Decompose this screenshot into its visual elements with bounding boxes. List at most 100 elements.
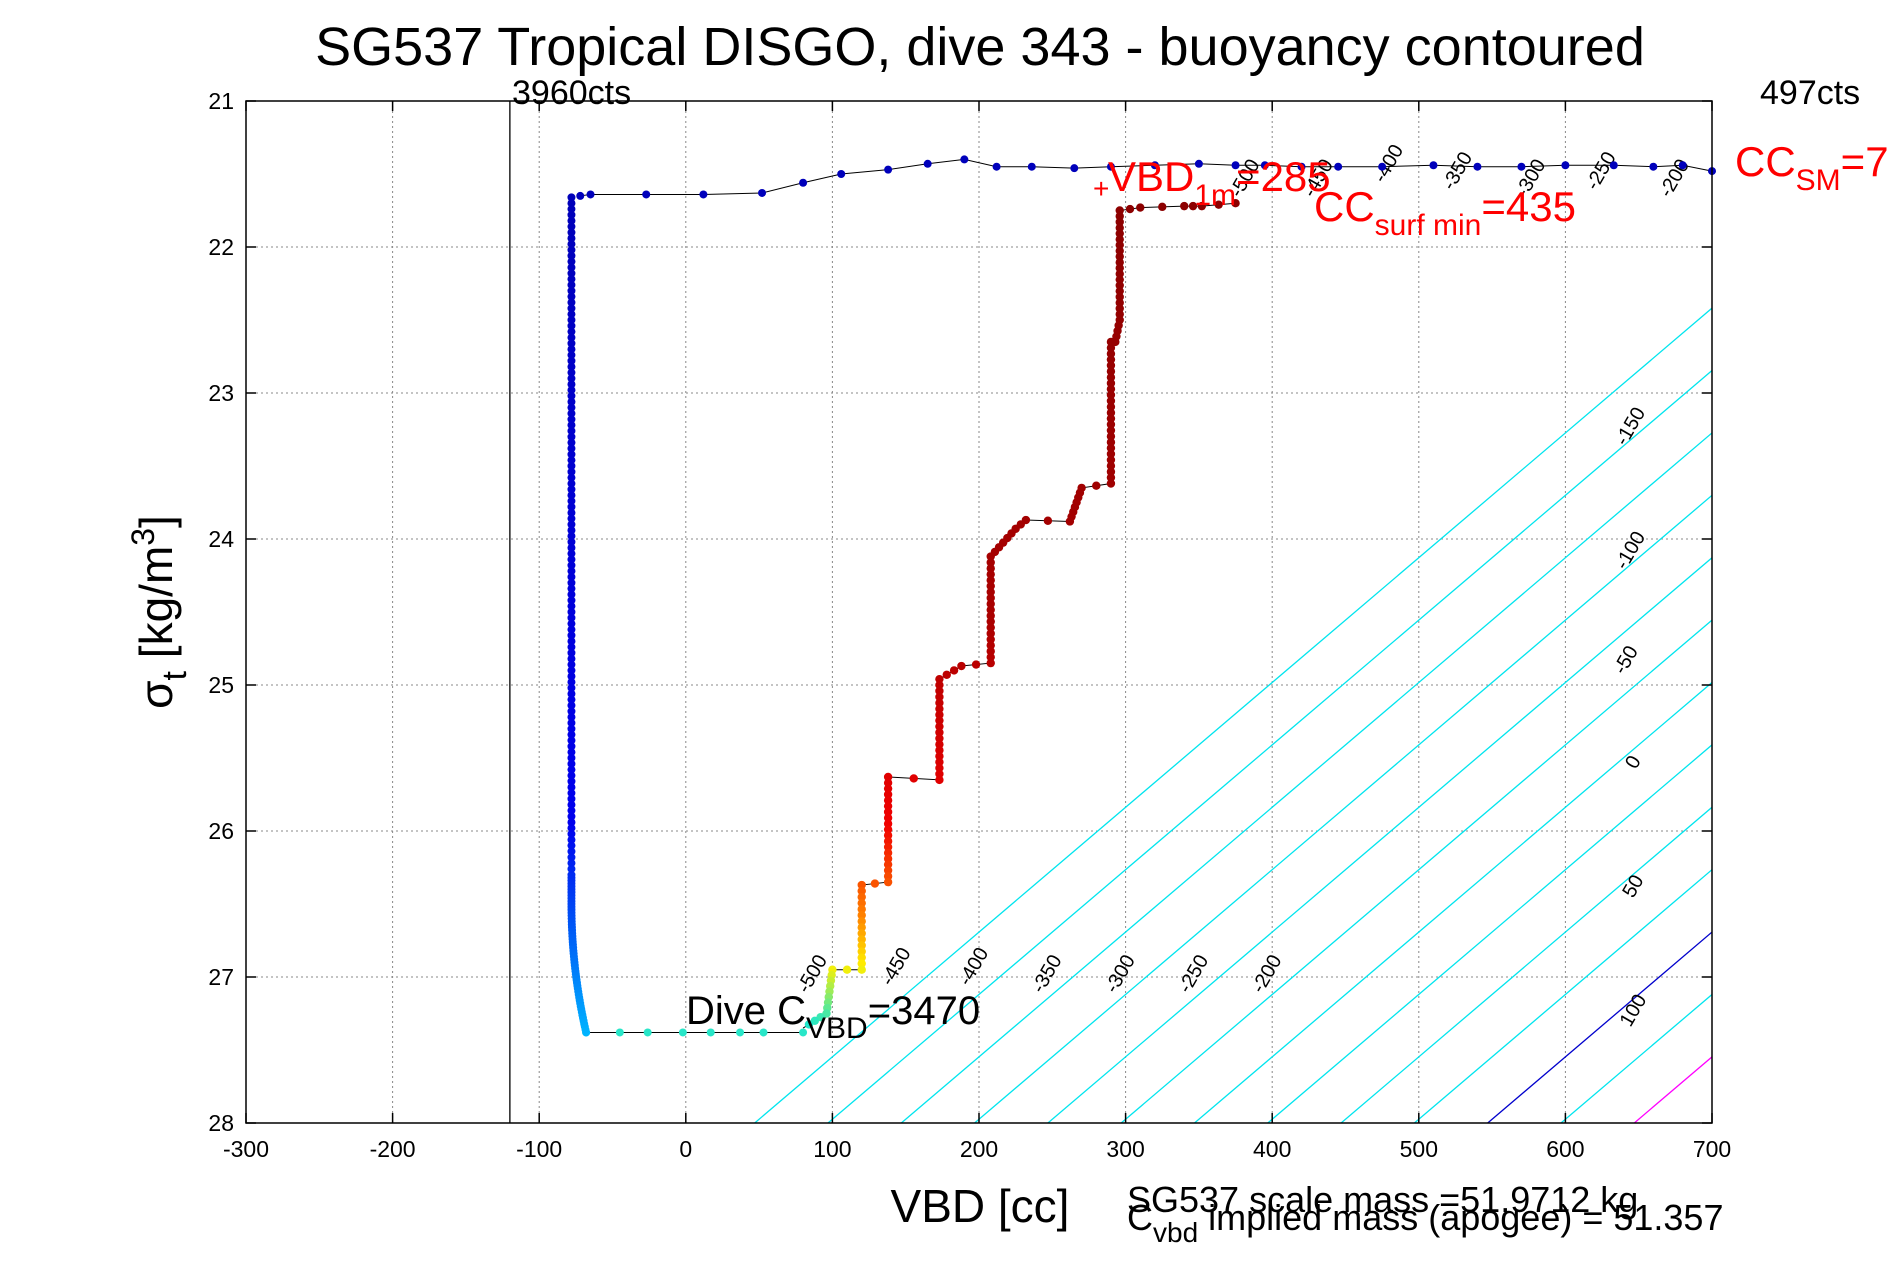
- descent-point: [1115, 263, 1124, 273]
- descent-point: [857, 953, 866, 962]
- vbd-1m-main: VBD: [1108, 153, 1194, 200]
- chart-title: SG537 Tropical DISGO, dive 343 - buoyanc…: [315, 17, 1645, 77]
- climb-point: [567, 654, 576, 663]
- climb-point: [567, 520, 576, 529]
- descent-point: [1197, 201, 1207, 211]
- y-tick-label: 24: [208, 526, 234, 552]
- descent-point: [1125, 204, 1135, 214]
- cvbd-implied-mass-footer: Cvbd implied mass (apogee) = 51.357: [1127, 1197, 1723, 1248]
- descent-point: [949, 666, 959, 675]
- contour-label: -400: [1369, 141, 1408, 187]
- x-tick-label: 0: [679, 1136, 692, 1162]
- dive-cvbd-annotation: Dive CVBD=3470: [686, 989, 980, 1045]
- climb-point: [567, 403, 576, 412]
- surface-point: [923, 159, 932, 168]
- climb-point: [567, 695, 576, 704]
- descent-point: [1106, 396, 1116, 406]
- descent-point: [986, 576, 995, 585]
- climb-point: [567, 356, 576, 365]
- contour-label: -200: [1247, 951, 1286, 997]
- descent-point: [1115, 212, 1124, 221]
- descent-point: [857, 892, 866, 902]
- climb-point: [567, 835, 576, 844]
- climb-point: [567, 724, 576, 733]
- climb-point: [567, 485, 576, 494]
- descent-point: [1115, 229, 1124, 238]
- x-axis-label: VBD [cc]: [891, 1180, 1070, 1232]
- climb-point: [567, 473, 576, 482]
- descent-point: [1106, 355, 1116, 364]
- descent-point: [1115, 223, 1124, 232]
- climb-point: [567, 397, 576, 406]
- climb-point: [567, 689, 576, 698]
- descent-point: [1106, 402, 1116, 412]
- surface-point: [1297, 162, 1306, 171]
- climb-point: [567, 678, 576, 687]
- descent-point: [883, 801, 893, 811]
- surface-point: [1260, 161, 1269, 170]
- y-axis-label: σt [kg/m3]: [125, 515, 194, 709]
- contour-label: -400: [954, 944, 993, 990]
- x-tick-label: 200: [960, 1136, 998, 1162]
- contour-label: -200: [1655, 155, 1694, 201]
- descent-point: [986, 552, 995, 561]
- cvbd-rest: implied mass (apogee) = 51.357: [1198, 1197, 1723, 1238]
- descent-line: [802, 202, 1236, 1029]
- descent-point: [1214, 200, 1223, 209]
- descent-point: [883, 778, 893, 788]
- climb-point: [567, 631, 576, 640]
- descent-point: [935, 674, 944, 684]
- climb-point: [567, 275, 576, 284]
- climb-point: [567, 578, 576, 587]
- descent-point: [1043, 516, 1053, 525]
- descent-point: [935, 704, 944, 713]
- cc-sm-val: =7: [1841, 138, 1889, 185]
- contour-line: [1120, 619, 1712, 1123]
- descent-point: [857, 886, 866, 896]
- descent-point: [857, 947, 866, 956]
- x-tick-label: 100: [813, 1136, 851, 1162]
- descent-point: [1106, 414, 1116, 423]
- climb-point: [567, 386, 576, 395]
- contour-line: [827, 369, 1712, 1123]
- vline-label-right: 497cts: [1760, 74, 1860, 112]
- descent-point: [1115, 235, 1124, 244]
- y-axis-label-end: ]: [130, 515, 182, 528]
- climb-point: [567, 596, 576, 605]
- climb-point: [567, 789, 576, 798]
- climb-point: [567, 713, 576, 722]
- climb-point: [567, 783, 576, 792]
- climb-point: [567, 304, 576, 313]
- climb-point: [567, 549, 576, 558]
- descent-point: [1106, 449, 1116, 459]
- vbd-1m-sub: 1m: [1194, 179, 1236, 212]
- climb-point: [567, 748, 576, 757]
- x-tick-label: -300: [223, 1136, 269, 1162]
- climb-point: [567, 310, 576, 319]
- climb-point: [567, 625, 576, 634]
- descent-point: [1115, 304, 1124, 313]
- surface-point: [642, 190, 651, 199]
- climb-point: [567, 450, 576, 459]
- contour-label: -150: [1611, 404, 1650, 450]
- climb-point: [567, 590, 576, 599]
- climb-point: [567, 234, 576, 243]
- descent-point: [1106, 373, 1116, 382]
- descent-point: [1065, 517, 1075, 526]
- climb-point: [567, 456, 576, 465]
- descent-point: [986, 570, 995, 579]
- climb-point: [567, 584, 576, 593]
- climb-point: [567, 205, 576, 214]
- descent-point: [935, 757, 944, 767]
- climb-point: [567, 380, 576, 389]
- surface-point: [1334, 162, 1343, 171]
- climb-point: [567, 864, 576, 873]
- descent-point: [1180, 201, 1189, 211]
- climb-point: [567, 818, 576, 827]
- vbd-1m-annotation: VBD1m=285: [1108, 153, 1331, 212]
- descent-point: [935, 734, 944, 743]
- climb-point: [567, 438, 576, 447]
- climb-point: [567, 718, 576, 727]
- contour-line: [1633, 1056, 1712, 1123]
- contour-label: -300: [1101, 951, 1140, 997]
